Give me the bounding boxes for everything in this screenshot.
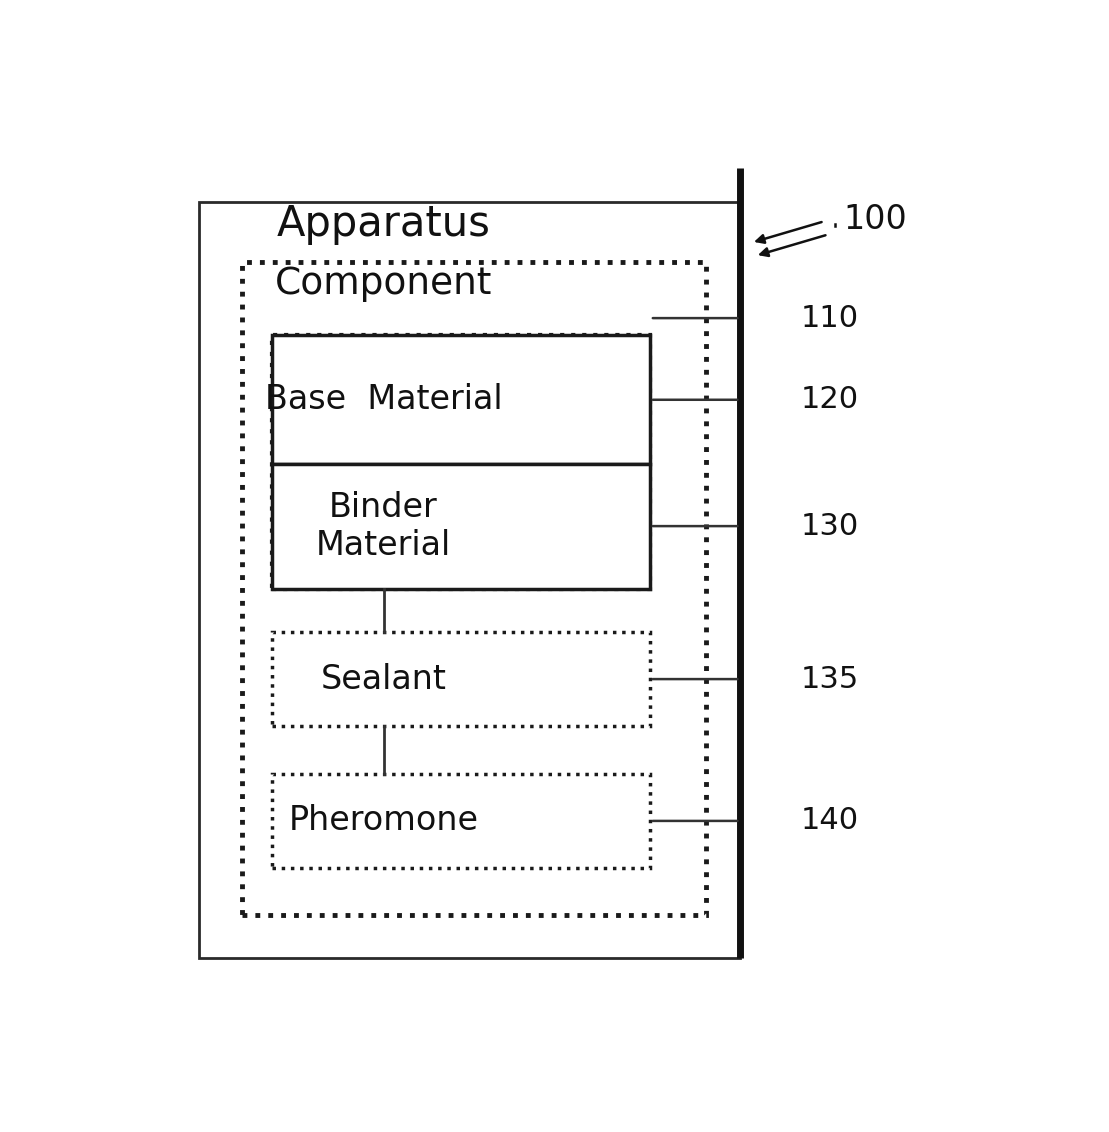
Bar: [272, 773, 650, 868]
Bar: [272, 335, 650, 464]
Text: 110: 110: [801, 303, 858, 333]
Text: Binder
Material: Binder Material: [316, 490, 451, 561]
Text: Sealant: Sealant: [321, 662, 447, 695]
Text: 135: 135: [801, 664, 858, 694]
Bar: [199, 203, 740, 959]
Bar: [272, 335, 650, 589]
Text: Apparatus: Apparatus: [276, 203, 490, 245]
Text: Pheromone: Pheromone: [288, 805, 479, 838]
Text: Component: Component: [275, 266, 492, 302]
Bar: [272, 464, 650, 589]
Bar: [242, 263, 705, 916]
Text: 130: 130: [801, 512, 858, 541]
Text: 100: 100: [843, 203, 907, 235]
Text: Base  Material: Base Material: [265, 384, 502, 417]
Text: 120: 120: [801, 385, 858, 414]
Text: 140: 140: [801, 806, 858, 835]
Bar: [272, 632, 650, 727]
